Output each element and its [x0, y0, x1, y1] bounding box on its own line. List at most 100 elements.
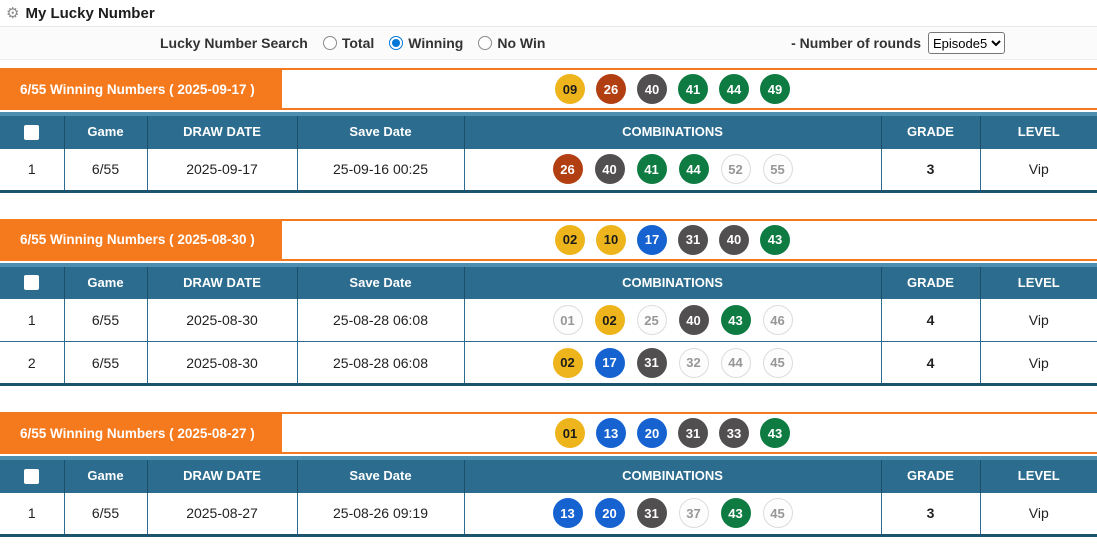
- select-all-checkbox[interactable]: [24, 468, 40, 484]
- lotto-ball: 32: [678, 347, 709, 378]
- select-all-checkbox[interactable]: [24, 124, 40, 140]
- cell-combinations: 13 20 31 37 43 45: [463, 491, 881, 535]
- banner-title: 6/55 Winning Numbers ( 2025-08-30 ): [0, 220, 282, 259]
- lotto-ball: 46: [762, 305, 793, 335]
- lotto-ball: 43: [760, 224, 790, 255]
- table-row: 2 6/55 2025-08-30 25-08-28 06:08 02 17 31 32 44 4…: [0, 341, 1097, 385]
- lotto-ball: 40: [719, 224, 749, 255]
- select-all-checkbox[interactable]: [24, 275, 40, 291]
- lotto-ball: 44: [720, 347, 751, 378]
- lotto-ball: 41: [678, 74, 708, 104]
- lotto-ball: 45: [762, 498, 793, 528]
- col-header-level: LEVEL: [979, 264, 1097, 299]
- lotto-ball: 40: [678, 305, 709, 335]
- rounds-filter-group: - Number of rounds Episode5: [791, 27, 1005, 59]
- winning-numbers: 02 10 17 31 40 43: [464, 221, 881, 259]
- search-label: Lucky Number Search: [160, 35, 308, 51]
- cell-save-date: 25-08-28 06:08: [296, 341, 464, 385]
- table-body: 1 6/55 2025-09-17 25-09-16 00:25 26 40 41 44 52 5…: [0, 147, 1097, 191]
- combination-balls: 02 17 31 32 44 45: [465, 347, 881, 378]
- cell-grade: 4: [880, 298, 980, 342]
- table-row: 1 6/55 2025-08-27 25-08-26 09:19 13 20 31 37 43 4…: [0, 491, 1097, 535]
- col-header-combinations: COMBINATIONS: [463, 264, 881, 299]
- col-header-combinations: COMBINATIONS: [463, 114, 881, 148]
- table-body: 1 6/55 2025-08-27 25-08-26 09:19 13 20 31 37 43 4…: [0, 491, 1097, 535]
- select-all-cell: [0, 264, 64, 299]
- radio-icon: [322, 36, 337, 50]
- radio-label: Winning: [408, 35, 464, 51]
- cell-level: Vip: [979, 147, 1097, 191]
- col-header-draw-date: DRAW DATE: [146, 114, 297, 148]
- filter-bar: Lucky Number Search Total Winning No Win -…: [0, 27, 1097, 60]
- lotto-ball: 41: [636, 154, 667, 184]
- lotto-ball: 43: [720, 498, 751, 528]
- table-header-row: Game DRAW DATE Save Date COMBINATIONS GR…: [0, 458, 1097, 492]
- lotto-ball: 55: [762, 154, 793, 184]
- cell-draw-date: 2025-08-27: [146, 491, 297, 535]
- lotto-ball: 09: [555, 74, 585, 104]
- lotto-ball: 44: [678, 154, 709, 184]
- winning-numbers: 01 13 20 31 33 43: [464, 414, 881, 452]
- cell-grade: 3: [880, 491, 980, 535]
- combination-balls: 13 20 31 37 43 45: [465, 498, 881, 528]
- winning-numbers: 09 26 40 41 44 49: [464, 70, 881, 108]
- cell-save-date: 25-08-26 09:19: [296, 491, 464, 535]
- col-header-draw-date: DRAW DATE: [146, 264, 297, 299]
- lotto-ball: 45: [762, 347, 793, 378]
- col-header-grade: GRADE: [880, 114, 980, 148]
- results-table: Game DRAW DATE Save Date COMBINATIONS GR…: [0, 112, 1097, 193]
- lotto-ball: 01: [552, 305, 583, 335]
- radio-total[interactable]: Total: [322, 35, 375, 51]
- radio-label: No Win: [497, 35, 546, 51]
- page-title: My Lucky Number: [25, 4, 155, 22]
- cell-draw-date: 2025-08-30: [146, 341, 297, 385]
- lotto-ball: 40: [594, 154, 625, 184]
- sections-container: 6/55 Winning Numbers ( 2025-09-17 ) 09 26…: [0, 68, 1097, 537]
- lotto-ball: 52: [720, 154, 751, 184]
- results-table: Game DRAW DATE Save Date COMBINATIONS GR…: [0, 262, 1097, 386]
- cell-row-number: 1: [0, 147, 64, 191]
- lotto-ball: 02: [555, 224, 585, 255]
- lotto-ball: 31: [636, 347, 667, 378]
- select-all-cell: [0, 458, 64, 492]
- cell-game: 6/55: [63, 147, 147, 191]
- rounds-select[interactable]: Episode5: [928, 32, 1005, 54]
- col-header-draw-date: DRAW DATE: [146, 458, 297, 492]
- combination-balls: 01 02 25 40 43 46: [465, 305, 881, 335]
- lotto-ball: 02: [552, 347, 583, 378]
- cell-save-date: 25-09-16 00:25: [296, 147, 464, 191]
- col-header-grade: GRADE: [880, 458, 980, 492]
- cell-level: Vip: [979, 341, 1097, 385]
- lotto-ball: 31: [678, 224, 708, 255]
- col-header-level: LEVEL: [979, 114, 1097, 148]
- cell-grade: 4: [880, 341, 980, 385]
- lotto-ball: 01: [555, 418, 585, 448]
- lotto-ball: 26: [552, 154, 583, 184]
- col-header-level: LEVEL: [979, 458, 1097, 492]
- cell-level: Vip: [979, 491, 1097, 535]
- table-header-row: Game DRAW DATE Save Date COMBINATIONS GR…: [0, 114, 1097, 148]
- radio-icon: [389, 36, 404, 50]
- winning-banner: 6/55 Winning Numbers ( 2025-09-17 ) 09 26…: [0, 68, 1097, 110]
- col-header-save-date: Save Date: [296, 114, 464, 148]
- lotto-ball: 17: [594, 347, 625, 378]
- radio-no-win[interactable]: No Win: [478, 35, 545, 51]
- radio-label: Total: [341, 35, 375, 51]
- combination-balls: 26 40 41 44 52 55: [465, 154, 881, 184]
- winning-section: 6/55 Winning Numbers ( 2025-08-27 ) 01 13…: [0, 412, 1097, 537]
- app-header: ⚙ My Lucky Number: [0, 0, 1097, 27]
- lotto-ball: 26: [596, 74, 626, 104]
- cell-game: 6/55: [63, 491, 147, 535]
- cell-combinations: 26 40 41 44 52 55: [463, 147, 881, 191]
- lotto-ball: 02: [594, 305, 625, 335]
- winning-banner: 6/55 Winning Numbers ( 2025-08-27 ) 01 13…: [0, 412, 1097, 454]
- cell-combinations: 02 17 31 32 44 45: [463, 341, 881, 385]
- cell-level: Vip: [979, 298, 1097, 342]
- lotto-ball: 40: [637, 74, 667, 104]
- results-table: Game DRAW DATE Save Date COMBINATIONS GR…: [0, 456, 1097, 537]
- lotto-ball: 37: [678, 498, 709, 528]
- rounds-label: - Number of rounds: [791, 35, 921, 51]
- cell-draw-date: 2025-08-30: [146, 298, 297, 342]
- radio-winning[interactable]: Winning: [389, 35, 463, 51]
- col-header-save-date: Save Date: [296, 264, 464, 299]
